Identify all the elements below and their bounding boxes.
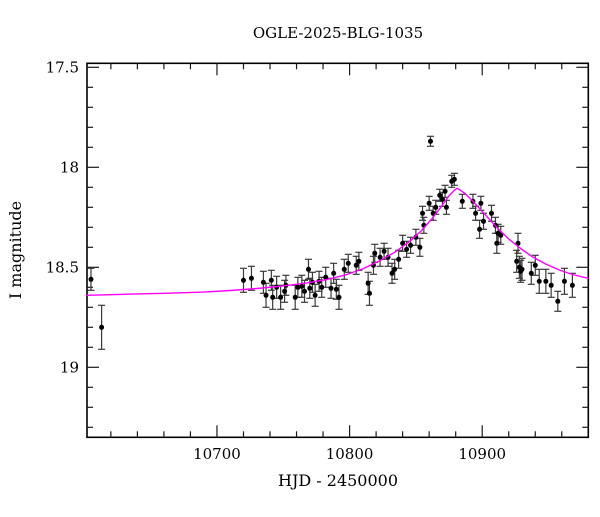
data-point [88,276,94,282]
data-point [365,280,371,286]
data-point [400,240,406,246]
plot-frame [86,62,590,439]
data-point [427,138,433,144]
data-point [451,176,457,182]
data-point [305,266,311,272]
data-point [278,294,284,300]
data-point [514,258,520,264]
data-point [292,294,298,300]
data-point [299,283,305,289]
axis-ticks [87,63,589,438]
model-curve [86,187,589,296]
data-point [555,298,561,304]
data-point [341,266,347,272]
x-tick-label: 10900 [458,445,506,463]
data-point [543,278,549,284]
data-point [426,200,432,206]
data-point [240,277,246,283]
data-point [389,270,395,276]
data-point [488,210,494,216]
data-point [282,288,288,294]
y-tick-label: 18 [60,158,79,176]
data-point [532,262,538,268]
data-point [404,246,410,252]
data-point [328,285,334,291]
data-point [417,244,423,250]
data-point [519,266,525,272]
data-point [260,279,266,285]
data-point [345,260,351,266]
data-point [478,200,484,206]
data-point [561,278,567,284]
data-point [319,284,325,290]
data-point [569,282,575,288]
data-point [248,275,254,281]
data-point [396,256,402,262]
data-point [494,240,500,246]
data-point [381,248,387,254]
data-point [263,292,269,298]
data-point [392,266,398,272]
chart-title: OGLE-2025-BLG-1035 [253,24,423,42]
y-axis-label: I magnitude [6,201,25,299]
data-point [459,198,465,204]
model-curve-line [86,187,589,296]
data-point [443,204,449,210]
data-point [442,188,448,194]
data-point [323,274,329,280]
data-point [270,294,276,300]
data-point [301,288,307,294]
data-point [99,324,105,330]
x-axis-label: HJD - 2450000 [278,471,398,490]
tick-labels: 10700 10800 10900 17.5 18 18.5 19 [46,58,506,463]
data-point [528,270,534,276]
data-point [353,262,359,268]
data-point [473,210,479,216]
data-point [437,192,443,198]
data-point [312,292,318,298]
data-point [408,242,414,248]
data-point [268,277,274,283]
data-point [377,254,383,260]
y-tick-label: 18.5 [46,258,79,276]
data-point [548,282,554,288]
data-point [336,294,342,300]
x-tick-label: 10800 [326,445,374,463]
data-point [295,284,301,290]
data-point [536,278,542,284]
photometry-points [88,138,575,330]
data-point [420,210,426,216]
data-point [498,232,504,238]
data-point [372,250,378,256]
data-point [366,290,372,296]
y-tick-label: 17.5 [46,58,79,76]
data-point [433,204,439,210]
frame-rect [86,62,590,439]
data-point [333,286,339,292]
data-point [356,258,362,264]
x-tick-label: 10700 [193,445,241,463]
error-bars [87,135,576,350]
y-tick-label: 19 [60,358,79,376]
data-point [477,226,483,232]
data-point [481,218,487,224]
data-point [307,285,313,291]
data-point [439,196,445,202]
data-point [331,270,337,276]
